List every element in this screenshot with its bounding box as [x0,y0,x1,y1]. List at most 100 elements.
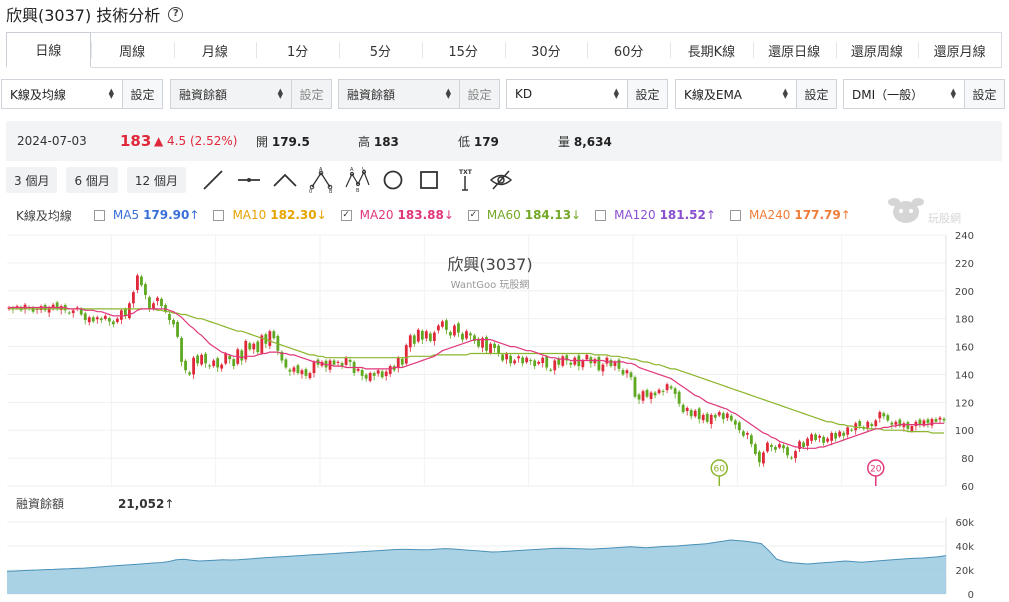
margin-title: 融資餘額 [16,496,64,511]
candle [368,373,372,381]
text-icon[interactable]: TXT [452,167,478,193]
indicator-select[interactable]: DMI（一般） ▲ ▼ [844,80,964,108]
svg-text:0: 0 [309,189,312,193]
candle [782,445,785,449]
candle [926,419,930,424]
candle [336,361,340,363]
legend-item-ma60[interactable]: ✓ MA60 184.13 ↓ [467,208,581,222]
chart-subtitle: WantGoo 玩股網 [451,278,530,291]
question-circle-icon[interactable]: ? [168,6,184,22]
candle [617,359,621,369]
period-tab-10[interactable]: 還原周線 [835,33,919,67]
indicator-settings-button[interactable]: 設定 [964,80,1004,108]
circle-icon[interactable] [380,167,406,193]
period-tab-3[interactable]: 1分 [256,33,339,67]
candle [256,341,260,353]
legend-value: 184.13 [524,208,572,222]
period-tab-11[interactable]: 還原月線 [918,33,1001,67]
checkbox-icon[interactable]: ✓ [340,209,352,221]
candle [55,302,59,309]
trend-line-icon[interactable] [200,167,226,193]
legend-item-ma20[interactable]: ✓ MA20 183.88 ↓ [340,208,454,222]
candle [144,284,147,295]
period-tab-5[interactable]: 15分 [421,33,505,67]
candle [436,325,440,331]
period-tab-1[interactable]: 周線 [90,33,174,67]
period-tab-6[interactable]: 30分 [504,33,588,67]
checkbox-icon[interactable] [595,209,607,221]
candle [400,358,404,365]
candle [292,367,296,372]
candle [802,442,805,447]
period-tab-2[interactable]: 月線 [173,33,257,67]
range-6m-button[interactable]: 6 個月 [66,167,118,193]
range-3m-button[interactable]: 3 個月 [6,167,58,193]
indicator-settings-button[interactable]: 設定 [627,80,667,108]
abc-pattern-icon[interactable]: A 0 B [308,167,334,193]
period-tab-9[interactable]: 還原日線 [752,33,836,67]
candle [557,358,561,365]
polyline-icon[interactable] [272,167,298,193]
candle [192,357,196,375]
candle [67,312,71,314]
indicator-settings-button[interactable]: 設定 [122,80,162,108]
candle [465,331,468,339]
price-chart[interactable]: 欣興(3037) WantGoo 玩股網 60 20 60 80 100 120 140 1… [0,228,1009,490]
candle [762,452,765,464]
candle [168,313,171,321]
candle [721,413,725,420]
indicator-settings-button[interactable]: 設定 [459,80,499,108]
candle [308,373,312,379]
candle [232,359,236,367]
candle [806,438,809,446]
candle [713,414,717,418]
range-buttons: 3 個月 6 個月 12 個月 [6,167,195,193]
abcd-pattern-icon[interactable]: A C B [344,167,370,193]
range-12m-button[interactable]: 12 個月 [126,167,186,193]
legend-item-ma5[interactable]: MA5 179.90 ↑ [93,208,199,222]
horizontal-line-icon[interactable] [236,167,262,193]
indicator-select[interactable]: K線及均線 ▲ ▼ [2,80,122,108]
indicator-settings-button[interactable]: 設定 [796,80,836,108]
checkbox-icon[interactable] [93,209,105,221]
legend-item-ma240[interactable]: MA240 177.79 ↑ [729,208,851,222]
indicator-select[interactable]: KD ▲ ▼ [507,80,627,108]
y-tick-label: 160 [955,343,974,354]
candle [653,392,657,396]
candle [778,444,781,448]
candle [717,412,721,416]
indicator-settings-button[interactable]: 設定 [291,80,331,108]
candle [364,374,368,379]
legend-item-ma120[interactable]: MA120 181.52 ↑ [595,208,716,222]
candle [444,320,448,330]
hide-drawings-icon[interactable] [488,167,514,193]
candle [669,386,673,389]
candle [388,366,392,374]
ma-legend: K線及均線 MA5 179.90 ↑ MA10 182.30 ↓ ✓ MA20 183.88 ↓ ✓… [16,207,865,223]
legend-arrow: ↓ [443,208,454,222]
candle [934,419,938,422]
candle [509,355,513,364]
margin-balance-chart[interactable]: 融資餘額 21,052↑ 0 20k 40k 60k [0,490,1009,602]
indicator-selector-3: KD ▲ ▼ 設定 [506,79,668,109]
period-tab-8[interactable]: 長期K線 [670,33,753,67]
candle [79,308,83,315]
indicator-selector-4: K線及EMA ▲ ▼ 設定 [675,79,837,109]
candle [75,307,79,309]
indicator-select[interactable]: K線及EMA ▲ ▼ [676,80,796,108]
legend-item-ma10[interactable]: MA10 182.30 ↓ [213,208,327,222]
period-tab-4[interactable]: 5分 [339,33,422,67]
y-tick-label: 0 [968,590,974,601]
candle [244,340,248,360]
period-tab-7[interactable]: 60分 [587,33,670,67]
indicator-select[interactable]: 融資餘額 ▲ ▼ [339,80,459,108]
checkbox-icon[interactable] [729,209,741,221]
checkbox-icon[interactable] [213,209,225,221]
checkbox-icon[interactable]: ✓ [467,209,479,221]
candle [131,292,135,304]
indicator-select[interactable]: 融資餘額 ▲ ▼ [171,80,291,108]
rectangle-icon[interactable] [416,167,442,193]
period-tab-0[interactable]: 日線 [6,32,91,68]
candle [188,372,191,375]
candle [878,412,882,419]
